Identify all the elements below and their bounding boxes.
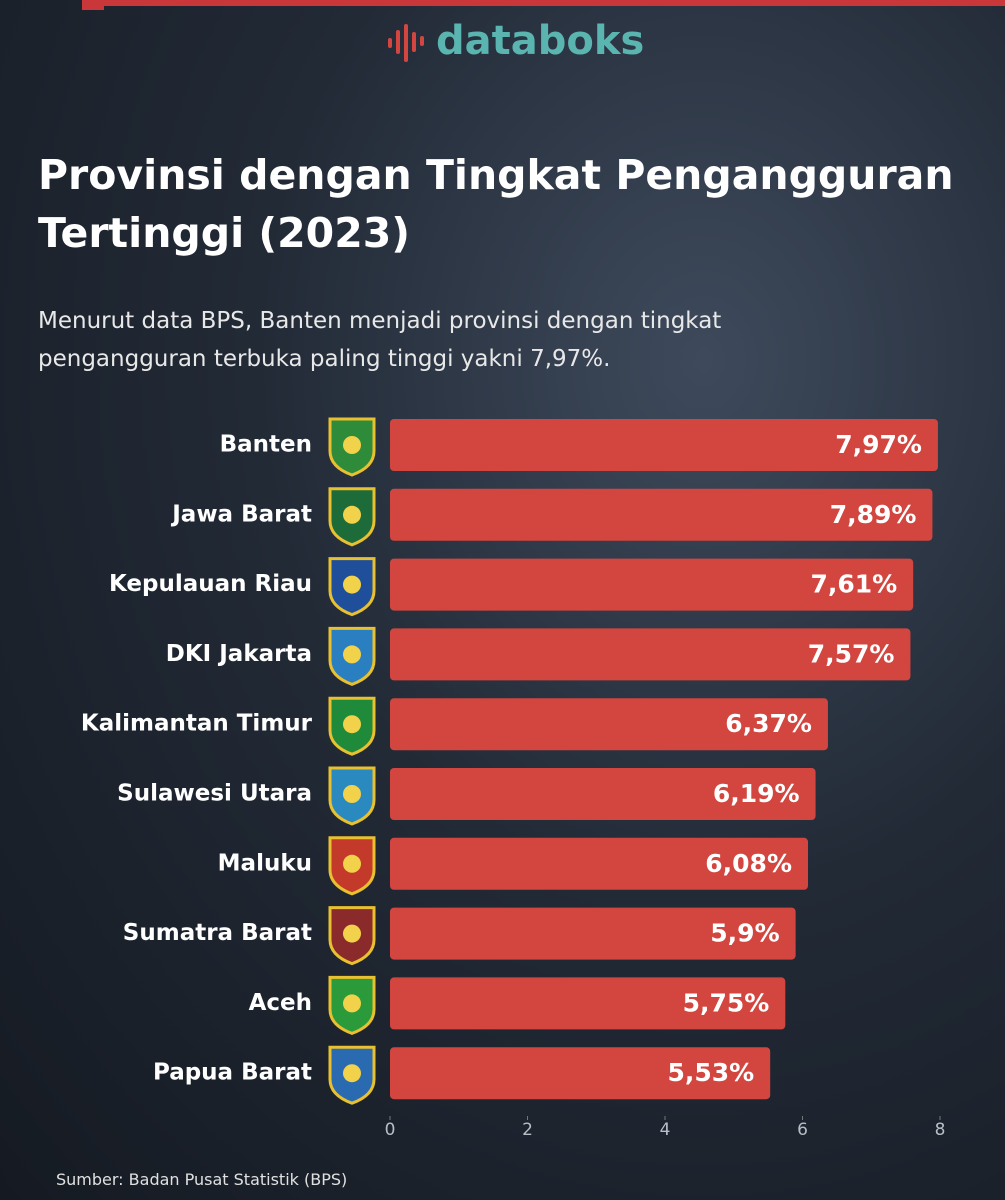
emblem-center bbox=[343, 785, 361, 803]
chart: 0 2 4 6 8 Banten 7,97% Jawa Barat 7,89% Kepulauan… bbox=[81, 417, 946, 1140]
bar bbox=[390, 698, 828, 751]
y-tick-label: Papua Barat bbox=[153, 1060, 312, 1086]
value-label: 7,61% bbox=[810, 570, 897, 599]
value-label: 7,89% bbox=[830, 500, 917, 529]
x-tick-label: 4 bbox=[660, 1120, 671, 1140]
value-label: 5,9% bbox=[710, 919, 779, 948]
y-tick-label: Sumatra Barat bbox=[123, 920, 312, 946]
x-tick-label: 6 bbox=[797, 1120, 808, 1140]
value-label: 6,19% bbox=[713, 779, 800, 808]
province-emblem bbox=[328, 766, 376, 826]
bar bbox=[390, 488, 933, 541]
emblem-center bbox=[343, 994, 361, 1013]
x-tick-label: 0 bbox=[385, 1120, 396, 1140]
emblem-center bbox=[343, 645, 361, 664]
y-tick-label: Jawa Barat bbox=[170, 501, 312, 527]
province-emblem bbox=[328, 417, 376, 477]
y-tick-label: DKI Jakarta bbox=[166, 641, 312, 667]
emblem-center bbox=[343, 924, 361, 943]
value-label: 5,75% bbox=[683, 988, 770, 1017]
province-emblem bbox=[328, 975, 376, 1035]
y-tick-label: Sulawesi Utara bbox=[117, 781, 312, 807]
bar bbox=[390, 907, 796, 960]
province-emblem bbox=[328, 906, 376, 966]
province-emblem bbox=[328, 696, 376, 756]
source: Sumber: Badan Pusat Statistik (BPS) bbox=[56, 1170, 348, 1189]
bar bbox=[390, 419, 938, 471]
bar bbox=[390, 1047, 771, 1100]
emblem-center bbox=[343, 1064, 361, 1083]
y-tick-label: Aceh bbox=[249, 990, 312, 1016]
brand: databoks bbox=[436, 18, 645, 64]
value-label: 6,08% bbox=[705, 849, 792, 878]
province-emblem bbox=[328, 626, 376, 686]
value-label: 7,57% bbox=[808, 639, 895, 668]
bar bbox=[390, 558, 914, 611]
emblem-center bbox=[343, 854, 361, 873]
brand-icon bbox=[388, 24, 424, 62]
province-emblem bbox=[328, 836, 376, 896]
chart-subtitle: Menurut data BPS, Banten menjadi provins… bbox=[38, 308, 722, 372]
chart-title: Provinsi dengan Tingkat Pengangguran Ter… bbox=[38, 151, 954, 257]
emblem-center bbox=[343, 715, 361, 734]
value-label: 7,97% bbox=[835, 430, 922, 459]
y-tick-label: Maluku bbox=[218, 850, 312, 876]
bar bbox=[390, 837, 808, 890]
y-tick-label: Kalimantan Timur bbox=[81, 711, 313, 737]
province-emblem bbox=[328, 557, 376, 617]
value-label: 6,37% bbox=[725, 709, 812, 738]
top-bar bbox=[100, 0, 1005, 6]
y-tick-label: Banten bbox=[220, 432, 312, 458]
bar bbox=[390, 628, 911, 681]
x-tick-label: 8 bbox=[935, 1120, 946, 1140]
value-label: 5,53% bbox=[667, 1058, 754, 1087]
emblem-center bbox=[343, 436, 361, 454]
province-emblem bbox=[328, 487, 376, 547]
emblem-center bbox=[343, 505, 361, 524]
bar bbox=[390, 977, 786, 1030]
province-emblem bbox=[328, 1045, 376, 1105]
emblem-center bbox=[343, 575, 361, 594]
top-bar-tab bbox=[82, 0, 104, 10]
y-tick-label: Kepulauan Riau bbox=[109, 571, 312, 597]
bar bbox=[390, 768, 816, 820]
x-tick-label: 2 bbox=[522, 1120, 533, 1140]
